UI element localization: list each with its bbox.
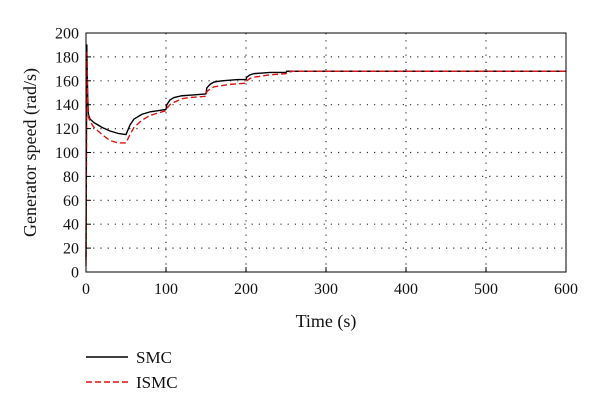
x-tick-label: 0 bbox=[82, 281, 90, 298]
y-tick-label: 40 bbox=[63, 217, 79, 234]
series-line-ismc bbox=[85, 50, 566, 267]
series-lines bbox=[85, 44, 566, 267]
y-tick-label: 0 bbox=[71, 265, 79, 282]
y-tick-label: 120 bbox=[55, 121, 79, 138]
x-tick-label: 600 bbox=[554, 281, 578, 298]
x-tick-label: 200 bbox=[234, 281, 258, 298]
y-tick-label: 160 bbox=[55, 73, 79, 90]
legend: SMC ISMC bbox=[86, 348, 178, 392]
legend-label-smc: SMC bbox=[136, 348, 172, 367]
grid-lines bbox=[86, 33, 566, 272]
y-tick-label: 80 bbox=[63, 169, 79, 186]
x-tick-label: 400 bbox=[394, 281, 418, 298]
y-tick-label: 20 bbox=[63, 241, 79, 258]
y-axis-label: Generator speed (rad/s) bbox=[20, 68, 41, 237]
y-tick-label: 100 bbox=[55, 145, 79, 162]
y-tick-label: 60 bbox=[63, 193, 79, 210]
x-tick-label: 500 bbox=[474, 281, 498, 298]
series-line-smc bbox=[85, 44, 566, 261]
axis-ticks: 0 100 200 300 400 500 600 0 20 40 60 80 100 120 140 160… bbox=[55, 26, 578, 299]
y-tick-label: 180 bbox=[55, 49, 79, 66]
x-axis-label: Time (s) bbox=[296, 311, 357, 332]
y-tick-label: 200 bbox=[55, 26, 79, 43]
x-tick-label: 300 bbox=[314, 281, 338, 298]
x-tick-label: 100 bbox=[154, 281, 178, 298]
legend-label-ismc: ISMC bbox=[136, 373, 178, 392]
y-tick-label: 140 bbox=[55, 97, 79, 114]
